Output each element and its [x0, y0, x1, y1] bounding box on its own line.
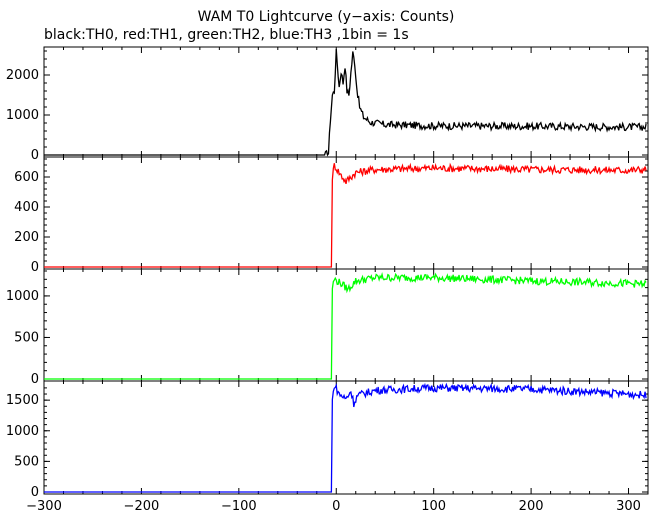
- series-line-TH0: [44, 48, 647, 157]
- y-tick-label: 0: [31, 372, 39, 387]
- y-tick-label: 1000: [6, 289, 39, 304]
- y-tick-label: 500: [14, 454, 39, 469]
- panel-frame-TH0: [43, 46, 649, 158]
- x-tick-label: −200: [124, 499, 160, 514]
- x-tick-label: −100: [221, 499, 257, 514]
- y-tick-label: 1000: [6, 424, 39, 439]
- series-line-TH3: [44, 382, 647, 493]
- y-tick-label: 400: [14, 200, 39, 215]
- x-tick-label: 200: [519, 499, 544, 514]
- x-tick-label: −300: [26, 499, 62, 514]
- y-tick-label: 1500: [6, 393, 39, 408]
- x-tick-label: 0: [332, 499, 340, 514]
- y-tick-label: 0: [31, 485, 39, 500]
- y-tick-label: 0: [31, 260, 39, 275]
- y-tick-label: 500: [14, 330, 39, 345]
- panel-frame-TH1: [43, 156, 649, 270]
- y-tick-label: 0: [31, 148, 39, 163]
- y-tick-label: 200: [14, 230, 39, 245]
- panel-frame-TH3: [43, 380, 649, 495]
- y-tick-label: 1000: [6, 108, 39, 123]
- y-tick-label: 2000: [6, 68, 39, 83]
- series-line-TH1: [44, 162, 647, 268]
- chart-title: WAM T0 Lightcurve (y−axis: Counts): [197, 9, 455, 25]
- chart-subtitle: black:TH0, red:TH1, green:TH2, blue:TH3 …: [44, 27, 409, 43]
- x-tick-label: 100: [421, 499, 446, 514]
- x-tick-label: 300: [616, 499, 641, 514]
- series-line-TH2: [44, 272, 647, 380]
- y-tick-label: 600: [14, 170, 39, 185]
